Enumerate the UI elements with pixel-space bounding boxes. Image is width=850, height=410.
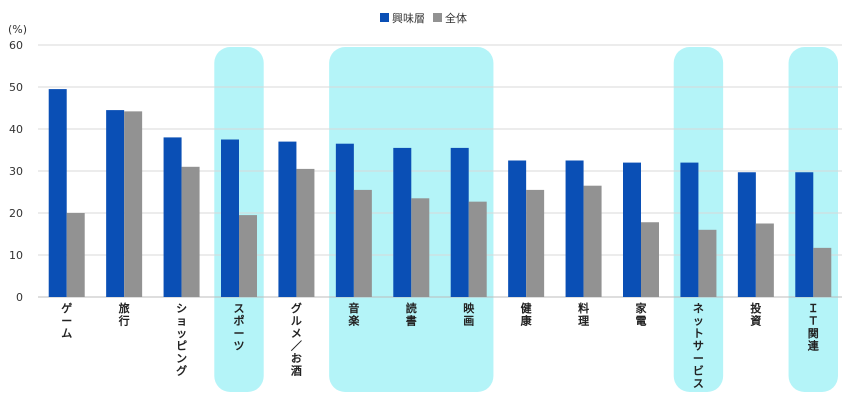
category-label: 健康 [521, 301, 533, 328]
category-label: ＩＴ関連 [808, 302, 820, 353]
category-label: グルメ／お酒 [291, 301, 302, 378]
bar-overall-4 [296, 168, 315, 297]
legend-swatch-1 [433, 13, 442, 22]
bar-interest-0 [48, 89, 67, 297]
bar-overall-2 [181, 166, 200, 297]
y-axis-unit: (%) [8, 23, 27, 36]
bar-interest-4 [278, 141, 297, 297]
x-axis-labels: ゲーム 旅行 ショッピング スポーツ グルメ／お酒 音楽 読書 映画 健康 料理 家電 ネットサービス… [61, 301, 820, 390]
category-label: ゲーム [61, 301, 72, 340]
y-tick-label: 0 [16, 291, 23, 304]
legend-label-0: 興味層 [392, 12, 425, 25]
y-axis-ticks: 0 10 20 30 40 50 60 [9, 39, 23, 304]
bar-interest-11 [680, 162, 699, 297]
bar-overall-10 [641, 222, 659, 297]
bar-interest-9 [565, 160, 584, 297]
category-label: ショッピング [176, 302, 187, 378]
bar-interest-10 [623, 162, 641, 297]
y-tick-label: 20 [9, 207, 23, 220]
bar-interest-12 [737, 172, 756, 297]
bar-interest-1 [106, 110, 125, 297]
bar-interest-13 [795, 172, 814, 297]
y-tick-label: 40 [9, 123, 23, 136]
category-label: 旅行 [118, 301, 130, 328]
bar-overall-1 [124, 111, 143, 297]
bar-overall-5 [353, 189, 372, 297]
category-label: 家電 [636, 301, 648, 328]
legend: 興味層 全体 [380, 11, 467, 25]
category-label: 映画 [463, 301, 475, 328]
category-label: 音楽 [347, 301, 360, 328]
category-label: ネットサービス [693, 302, 704, 390]
y-tick-label: 10 [9, 249, 23, 262]
bar-overall-9 [583, 185, 602, 297]
bar-interest-6 [393, 147, 412, 297]
legend-swatch-0 [380, 13, 389, 22]
bars [48, 89, 832, 297]
y-tick-label: 30 [9, 165, 23, 178]
category-label: 料理 [578, 301, 589, 328]
bar-overall-7 [468, 201, 487, 297]
bar-overall-3 [239, 215, 257, 297]
bar-overall-0 [66, 213, 85, 297]
category-label: 投資 [750, 301, 761, 328]
bar-overall-8 [526, 189, 545, 297]
bar-interest-5 [335, 143, 354, 297]
bar-overall-6 [411, 198, 430, 297]
bar-interest-7 [450, 147, 469, 297]
bar-overall-13 [813, 247, 832, 297]
bar-interest-8 [508, 160, 527, 297]
category-label: スポーツ [234, 302, 245, 353]
legend-label-1: 全体 [445, 11, 467, 25]
y-tick-label: 50 [9, 81, 23, 94]
bar-interest-3 [221, 139, 239, 297]
bar-overall-12 [755, 223, 774, 297]
bar-interest-2 [163, 137, 182, 297]
category-label: 読書 [406, 301, 417, 328]
bar-overall-11 [698, 229, 717, 297]
y-tick-label: 60 [9, 39, 23, 52]
